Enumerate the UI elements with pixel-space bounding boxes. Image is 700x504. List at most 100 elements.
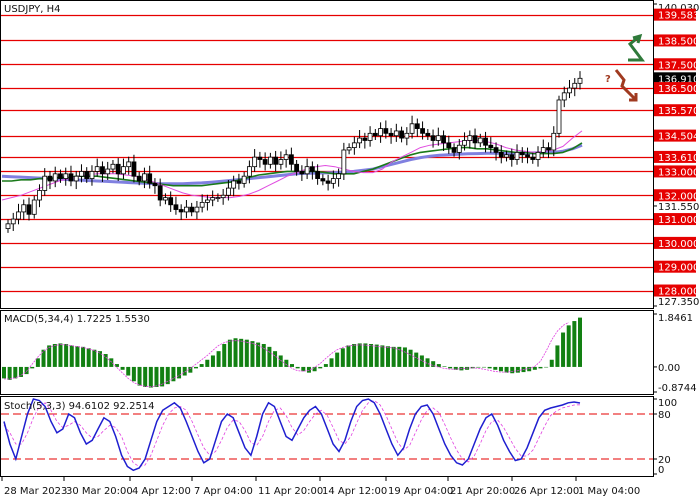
- macd-bar-28: [160, 366, 165, 387]
- candle-body-106: [561, 92, 567, 101]
- candle-body-48: [257, 156, 263, 160]
- candle-body-33: [178, 209, 184, 213]
- macd-bar-17: [98, 351, 102, 367]
- candle-body-37: [199, 201, 205, 208]
- candle-body-83: [441, 135, 446, 144]
- macd-bar-59: [335, 352, 340, 367]
- candle-body-36: [194, 206, 200, 213]
- zigzag-up-arrow-icon: [627, 34, 645, 62]
- macd-bar-50: [284, 359, 289, 367]
- macd-bar-96: [544, 366, 549, 368]
- macd-bar-2: [13, 366, 18, 379]
- candle-body-76: [404, 132, 410, 139]
- macd-bar-87: [493, 366, 498, 370]
- macd-bar-44: [250, 341, 255, 367]
- candle-body-99: [525, 154, 530, 158]
- candle-body-96: [509, 154, 515, 160]
- time-tick-label-9: 1 May 04:00: [578, 486, 640, 497]
- candle-body-47: [252, 156, 258, 168]
- candle-body-32: [173, 204, 179, 210]
- candle-body-68: [362, 137, 368, 141]
- macd-bar-84: [476, 366, 481, 368]
- stoch-tick-label-1: 80: [658, 410, 671, 421]
- candle-body-63: [336, 173, 342, 179]
- macd-bar-95: [538, 366, 543, 369]
- candle-body-79: [420, 128, 425, 134]
- macd-bar-89: [504, 366, 509, 373]
- candle-body-57: [304, 166, 310, 175]
- time-tick-label-2: 4 Apr 12:00: [132, 486, 191, 497]
- macd-bar-34: [194, 366, 198, 369]
- stoch-tick-label-0: 100: [658, 398, 677, 409]
- candle-body-25: [136, 175, 142, 182]
- candle-body-58: [309, 166, 315, 172]
- candle-body-12: [68, 173, 74, 182]
- time-tick-label-8: 26 Apr 12:00: [514, 486, 579, 497]
- candle-body-98: [519, 151, 525, 156]
- macd-bar-0: [2, 366, 6, 379]
- level-badge-9: [654, 165, 696, 178]
- macd-bar-5: [30, 366, 35, 369]
- macd-bar-79: [448, 366, 453, 369]
- macd-bar-78: [442, 366, 447, 367]
- macd-panel-frame: [0, 310, 654, 395]
- candle-body-41: [220, 194, 226, 199]
- macd-bar-39: [222, 343, 227, 367]
- macd-bar-90: [510, 366, 515, 374]
- macd-tick-label-2: -0.8744: [658, 383, 697, 394]
- candle-body-87: [462, 140, 467, 146]
- macd-bar-24: [137, 366, 142, 386]
- candle-body-103: [546, 147, 551, 151]
- time-tick-label-4: 11 Apr 20:00: [258, 486, 323, 497]
- price-panel-title: USDJPY, H4: [4, 4, 60, 15]
- candle-body-13: [73, 175, 79, 182]
- candle-body-10: [58, 173, 63, 179]
- macd-bar-80: [453, 366, 458, 370]
- macd-bar-18: [103, 354, 108, 367]
- stoch-tick-label-2: 20: [658, 455, 671, 466]
- candle-body-75: [399, 130, 404, 139]
- candle-body-53: [283, 154, 289, 160]
- macd-bar-75: [425, 358, 430, 367]
- last-price-badge: [654, 72, 696, 85]
- level-badge-7: [654, 129, 696, 142]
- level-label-10: 132.000: [658, 191, 699, 202]
- macd-bar-23: [131, 366, 136, 382]
- level-badge-3: [654, 58, 696, 71]
- macd-bar-100: [566, 325, 571, 367]
- candle-body-85: [451, 147, 457, 153]
- macd-bar-14: [81, 346, 86, 367]
- candle-body-67: [357, 137, 362, 144]
- macd-bar-29: [165, 366, 170, 385]
- macd-bar-76: [431, 361, 436, 367]
- candle-body-51: [273, 156, 279, 165]
- macd-bar-11: [64, 343, 69, 367]
- level-label-14: 129.000: [658, 263, 699, 274]
- level-badge-14: [654, 260, 696, 273]
- candle-body-101: [535, 151, 541, 160]
- macd-bar-26: [148, 366, 153, 388]
- time-tick-label-6: 19 Apr 04:00: [388, 486, 453, 497]
- candle-body-52: [278, 159, 284, 165]
- macd-bar-52: [295, 366, 300, 369]
- macd-bar-8: [47, 345, 52, 367]
- candle-body-0: [5, 223, 11, 229]
- macd-panel-title: MACD(5,34,4) 1.7225 1.5530: [4, 314, 150, 325]
- candle-body-21: [115, 163, 121, 175]
- candle-body-84: [446, 142, 452, 149]
- candle-body-16: [89, 171, 95, 179]
- time-tick-label-3: 7 Apr 04:00: [194, 486, 253, 497]
- level-badge-15: [654, 284, 696, 297]
- candle-body-105: [556, 99, 562, 134]
- candle-body-8: [47, 175, 53, 182]
- macd-bar-10: [58, 343, 63, 367]
- candle-body-39: [210, 197, 216, 201]
- candle-body-60: [320, 178, 326, 182]
- stochastic-panel-title: Stoch(5,3,3) 94.6102 92.2514: [4, 401, 155, 412]
- candle-body-88: [467, 135, 473, 141]
